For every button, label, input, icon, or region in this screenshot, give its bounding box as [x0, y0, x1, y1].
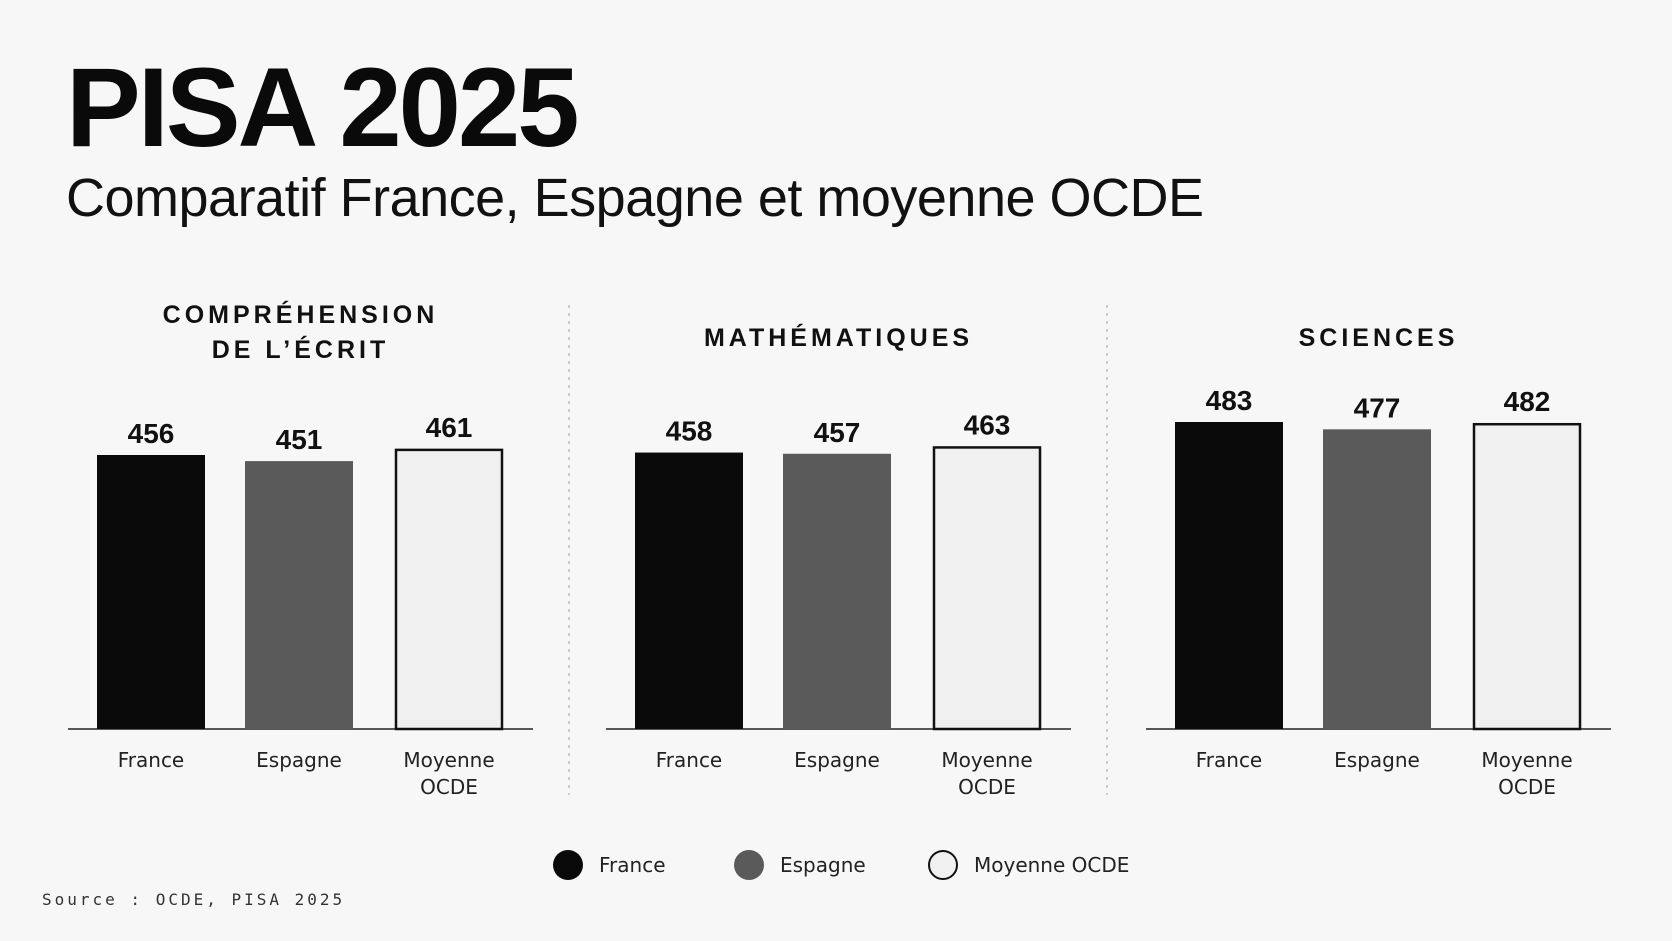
- category-label-france: France: [1196, 748, 1263, 772]
- legend: France Espagne Moyenne OCDE: [0, 840, 1672, 890]
- category-label-moyenne-ocde: Moyenne: [403, 748, 494, 772]
- bar-moyenne-ocde: [1472, 422, 1582, 731]
- category-label-espagne: Espagne: [794, 748, 880, 772]
- legend-label-espagne: Espagne: [780, 853, 866, 877]
- value-label-france: 483: [1206, 385, 1253, 416]
- value-label-moyenne-ocde: 463: [964, 409, 1011, 440]
- value-label-moyenne-ocde: 482: [1504, 386, 1551, 417]
- value-label-espagne: 451: [276, 424, 323, 455]
- legend-swatch-espagne: [734, 850, 764, 880]
- chart-subtitle: Comparatif France, Espagne et moyenne OC…: [66, 168, 1204, 228]
- bar-france: [635, 452, 743, 729]
- value-label-france: 458: [666, 416, 713, 447]
- category-label-moyenne-ocde: Moyenne: [1481, 748, 1572, 772]
- category-label-moyenne-ocde: OCDE: [1498, 775, 1556, 799]
- category-label-espagne: Espagne: [256, 748, 342, 772]
- bar-espagne: [783, 453, 891, 729]
- legend-swatch-moyenne-ocde: [928, 850, 958, 880]
- panel-title: MATHÉMATIQUES: [704, 323, 973, 352]
- value-label-moyenne-ocde: 461: [426, 412, 473, 443]
- category-label-espagne: Espagne: [1334, 748, 1420, 772]
- legend-item-moyenne-ocde: Moyenne OCDE: [928, 840, 1129, 890]
- panel-title: SCIENCES: [1299, 324, 1459, 352]
- bar-espagne: [1323, 429, 1431, 729]
- value-label-espagne: 457: [814, 417, 861, 448]
- panel-title: COMPRÉHENSION: [163, 300, 439, 329]
- category-label-moyenne-ocde: OCDE: [958, 775, 1016, 799]
- chart-panel-comprehension-de-l-ecrit: COMPRÉHENSION DE L’ÉCRIT 456 France 451 Espag…: [68, 300, 533, 799]
- chart-panel-sciences: SCIENCES 483 France 477 Espagne 482 Moyenne OCD…: [1146, 324, 1611, 799]
- legend-swatch-france: [553, 850, 583, 880]
- category-label-moyenne-ocde: OCDE: [420, 775, 478, 799]
- chart-title: PISA 2025: [66, 45, 580, 170]
- bar-espagne: [245, 461, 353, 729]
- panel-title: DE L’ÉCRIT: [212, 335, 390, 364]
- legend-item-espagne: Espagne: [734, 840, 866, 890]
- legend-label-france: France: [599, 853, 666, 877]
- bar-france: [97, 455, 205, 729]
- value-label-espagne: 477: [1354, 392, 1401, 423]
- value-label-france: 456: [128, 418, 175, 449]
- category-label-france: France: [656, 748, 723, 772]
- legend-label-moyenne-ocde: Moyenne OCDE: [974, 853, 1130, 877]
- category-label-france: France: [118, 748, 185, 772]
- chart-panel-mathematiques: MATHÉMATIQUES 458 France 457 Espagne 463 Moyen…: [606, 323, 1071, 799]
- bar-moyenne-ocde: [932, 446, 1042, 731]
- legend-item-france: France: [553, 840, 666, 890]
- bar-france: [1175, 422, 1283, 729]
- category-label-moyenne-ocde: Moyenne: [941, 748, 1032, 772]
- source-note: Source : OCDE, PISA 2025: [42, 890, 346, 909]
- bar-moyenne-ocde: [394, 448, 504, 731]
